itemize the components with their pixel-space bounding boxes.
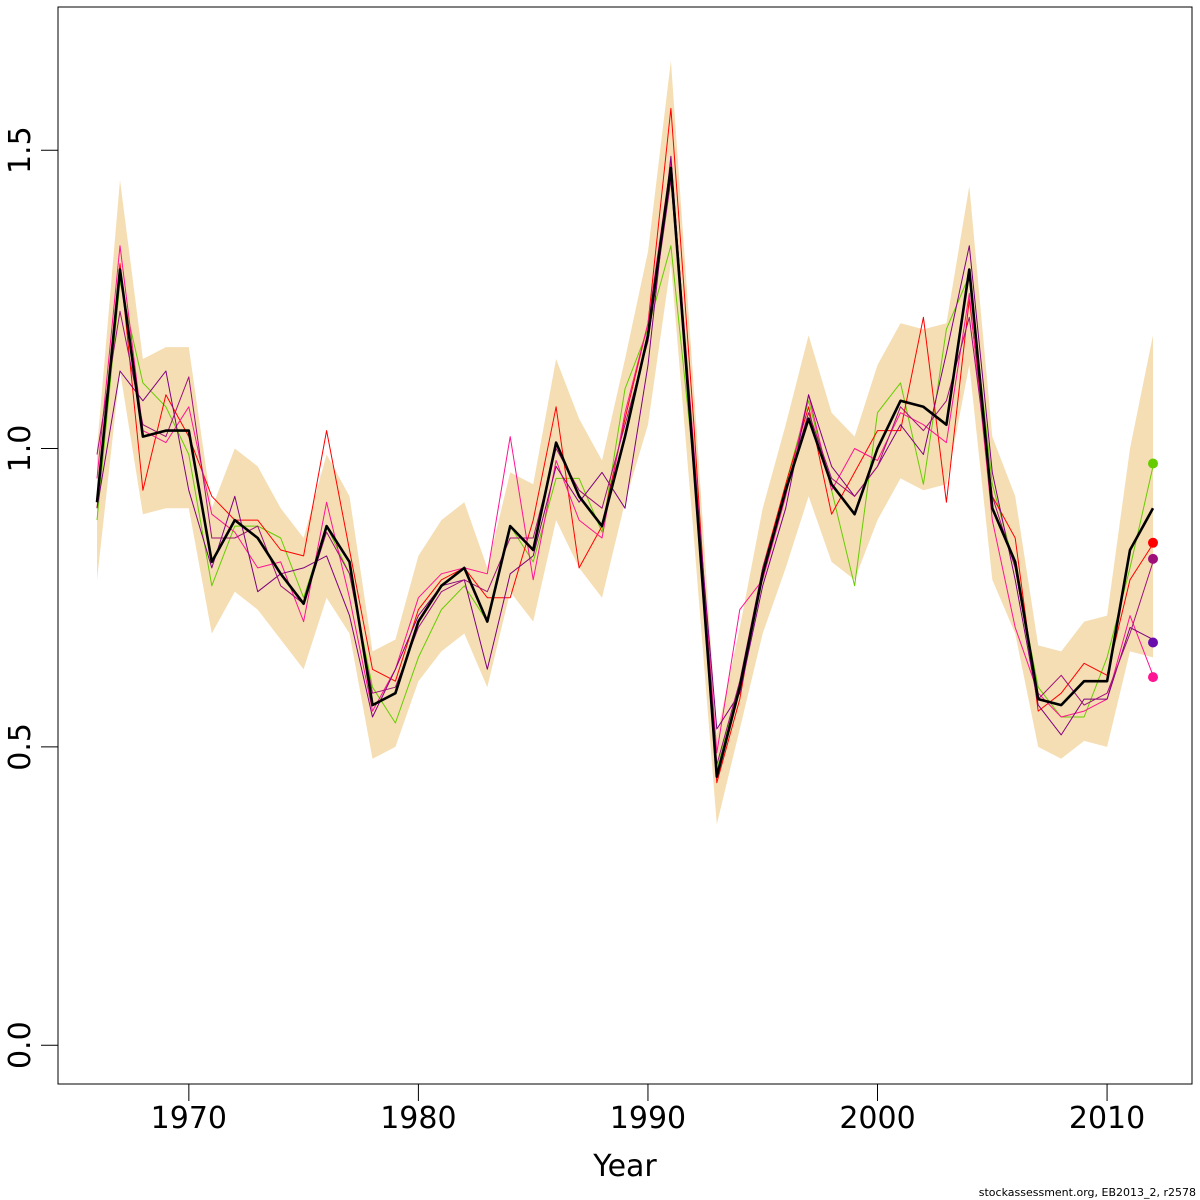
series-line-5: [96, 179, 1154, 766]
x-axis-title: Year: [592, 1149, 657, 1184]
end-point-2: [1148, 553, 1158, 564]
series-line-0: [95, 166, 1155, 779]
y-tick-label-3: 1.5: [3, 126, 38, 174]
x-tick-label-3: 2000: [839, 1101, 915, 1136]
x-tick-label-4: 2010: [1069, 1101, 1145, 1136]
end-point-4: [1148, 672, 1158, 683]
x-tick-label-2: 1990: [610, 1101, 686, 1136]
y-tick-label-1: 0.5: [3, 723, 38, 771]
end-point-3: [1148, 637, 1158, 648]
footer-credit: stockassessment.org, EB2013_2, r2578: [979, 1186, 1196, 1199]
end-point-0: [1148, 458, 1158, 469]
y-axis: 0.0 0.5 1.0 1.5: [3, 126, 59, 1069]
series-lines: [95, 107, 1155, 784]
x-tick-label-0: 1970: [151, 1101, 227, 1136]
end-point-1: [1148, 537, 1158, 548]
confidence-band: [97, 60, 1153, 825]
end-points: [1148, 458, 1158, 683]
y-tick-label-0: 0.0: [3, 1021, 38, 1069]
x-tick-label-1: 1980: [380, 1101, 456, 1136]
y-tick-label-2: 1.0: [3, 425, 38, 473]
x-axis: 1970 1980 1990 2000 2010: [151, 1083, 1145, 1136]
band-polygon: [97, 60, 1153, 825]
series-line-4: [96, 155, 1154, 736]
